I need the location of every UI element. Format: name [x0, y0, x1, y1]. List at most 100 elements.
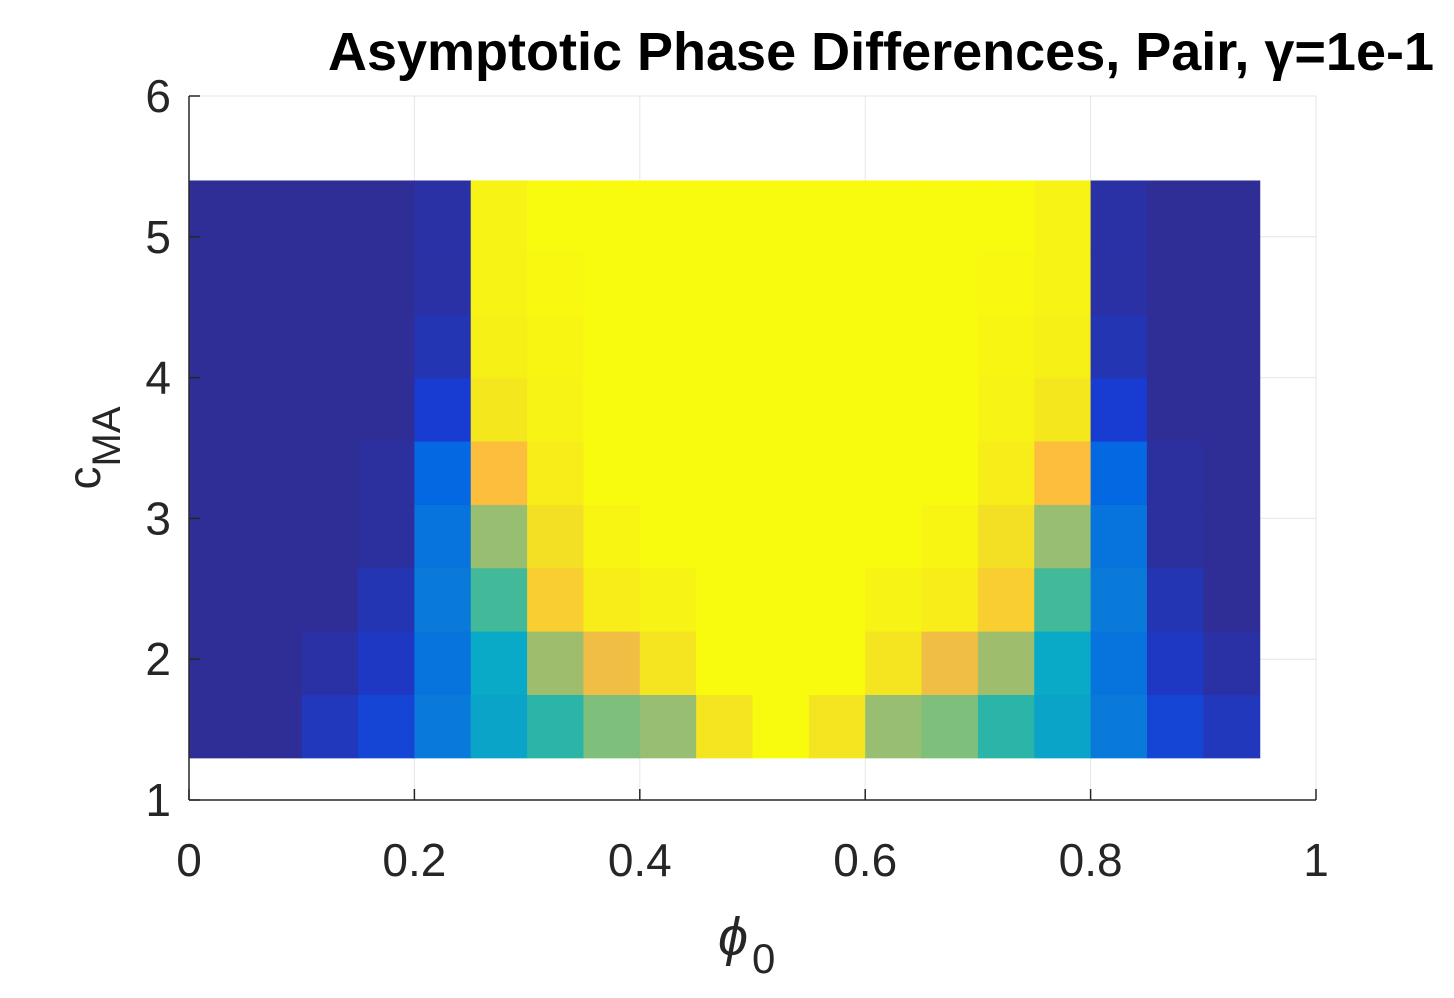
heatmap-cell-6-0 [527, 694, 585, 759]
heatmap-cell-2-6 [301, 314, 359, 379]
heatmap-cell-17-7 [1146, 250, 1204, 315]
heatmap-cell-3-4 [358, 440, 415, 505]
heatmap-cell-0-5 [189, 377, 246, 442]
heatmap-cell-13-0 [921, 694, 979, 759]
heatmap-cell-18-2 [1203, 567, 1261, 632]
heatmap-cell-7-1 [583, 631, 641, 695]
heatmap-cell-16-4 [1090, 440, 1148, 505]
heatmap-cell-1-2 [245, 567, 303, 632]
heatmap-cell-13-2 [921, 567, 979, 632]
heatmap-cell-8-3 [639, 504, 697, 569]
heatmap-cell-6-6 [527, 314, 585, 379]
heatmap-cell-18-5 [1203, 377, 1261, 442]
heatmap-cell-12-7 [865, 250, 923, 315]
heatmap-cell-10-7 [752, 250, 810, 315]
heatmap-cell-7-0 [583, 694, 641, 759]
heatmap-cell-11-6 [808, 314, 866, 379]
heatmap-cell-10-1 [752, 631, 810, 695]
heatmap-cell-4-4 [414, 440, 472, 505]
y-tick-label-0: 1 [145, 774, 171, 826]
heatmap-cell-5-1 [470, 631, 528, 695]
x-axis-label: ϕ0 [718, 907, 775, 982]
heatmap-cell-12-3 [865, 504, 923, 569]
y-tick-label-1: 2 [145, 633, 171, 685]
heatmap-cell-4-6 [414, 314, 472, 379]
heatmap-cell-4-0 [414, 694, 472, 759]
heatmap-cell-7-2 [583, 567, 641, 632]
heatmap-cell-2-0 [301, 694, 359, 759]
heatmap-cell-8-8 [639, 180, 697, 252]
heatmap-cell-16-3 [1090, 504, 1148, 569]
heatmap-cell-10-5 [752, 377, 810, 442]
y-tick-label-3: 4 [145, 352, 171, 404]
y-tick-label-2: 3 [145, 492, 171, 544]
heatmap-cell-0-7 [189, 250, 246, 315]
heatmap-cell-2-8 [301, 180, 359, 252]
heatmap-cell-14-0 [977, 694, 1035, 759]
heatmap-cell-7-3 [583, 504, 641, 569]
heatmap-cell-0-3 [189, 504, 246, 569]
heatmap-cell-3-7 [358, 250, 415, 315]
heatmap-cell-5-2 [470, 567, 528, 632]
heatmap-cell-18-8 [1203, 180, 1261, 252]
heatmap-cell-17-8 [1146, 180, 1204, 252]
heatmap-cell-6-8 [527, 180, 585, 252]
heatmap-cell-6-5 [527, 377, 585, 442]
heatmap-cell-10-8 [752, 180, 810, 252]
heatmap-cell-9-3 [696, 504, 754, 569]
heatmap-cell-8-7 [639, 250, 697, 315]
heatmap-cell-3-0 [358, 694, 415, 759]
heatmap-cell-15-3 [1034, 504, 1092, 569]
heatmap-cell-11-2 [808, 567, 866, 632]
heatmap-cell-3-6 [358, 314, 415, 379]
heatmap-cell-14-1 [977, 631, 1035, 695]
heatmap-cell-18-6 [1203, 314, 1261, 379]
heatmap-cell-9-1 [696, 631, 754, 695]
heatmap-cell-9-6 [696, 314, 754, 379]
heatmap-cell-0-8 [189, 180, 246, 252]
heatmap-cell-11-8 [808, 180, 866, 252]
heatmap-cell-13-6 [921, 314, 979, 379]
heatmap-cell-2-5 [301, 377, 359, 442]
heatmap-cell-14-7 [977, 250, 1035, 315]
heatmap-cell-16-8 [1090, 180, 1148, 252]
x-tick-label-2: 0.4 [608, 834, 672, 886]
heatmap-cell-11-4 [808, 440, 866, 505]
heatmap-cell-5-4 [470, 440, 528, 505]
heatmap-cell-17-6 [1146, 314, 1204, 379]
heatmap-cell-16-0 [1090, 694, 1148, 759]
heatmap-cell-8-4 [639, 440, 697, 505]
heatmap-cell-2-3 [301, 504, 359, 569]
heatmap-cell-8-1 [639, 631, 697, 695]
heatmap-cell-1-1 [245, 631, 303, 695]
heatmap-cell-11-7 [808, 250, 866, 315]
y-axis-label: cMA [58, 406, 129, 489]
x-tick-label-4: 0.8 [1059, 834, 1123, 886]
heatmap-cell-1-4 [245, 440, 303, 505]
heatmap-cell-5-5 [470, 377, 528, 442]
heatmap-cell-17-3 [1146, 504, 1204, 569]
heatmap-cell-15-6 [1034, 314, 1092, 379]
heatmap-cell-9-0 [696, 694, 754, 759]
heatmap-cell-8-0 [639, 694, 697, 759]
heatmap-cell-2-2 [301, 567, 359, 632]
heatmap-cell-15-7 [1034, 250, 1092, 315]
heatmap-cell-3-8 [358, 180, 415, 252]
heatmap-cell-17-1 [1146, 631, 1204, 695]
heatmap-cell-10-4 [752, 440, 810, 505]
heatmap-cell-12-4 [865, 440, 923, 505]
x-tick-label-0: 0 [176, 834, 202, 886]
heatmap-cell-14-6 [977, 314, 1035, 379]
heatmap-cell-5-6 [470, 314, 528, 379]
heatmap-cell-16-1 [1090, 631, 1148, 695]
heatmap-cell-6-1 [527, 631, 585, 695]
heatmap-cell-12-6 [865, 314, 923, 379]
heatmap-cell-14-4 [977, 440, 1035, 505]
heatmap-cell-15-2 [1034, 567, 1092, 632]
heatmap-cell-12-2 [865, 567, 923, 632]
heatmap-cell-5-8 [470, 180, 528, 252]
heatmap-cell-5-7 [470, 250, 528, 315]
heatmap-cell-16-6 [1090, 314, 1148, 379]
heatmap-cell-0-1 [189, 631, 246, 695]
